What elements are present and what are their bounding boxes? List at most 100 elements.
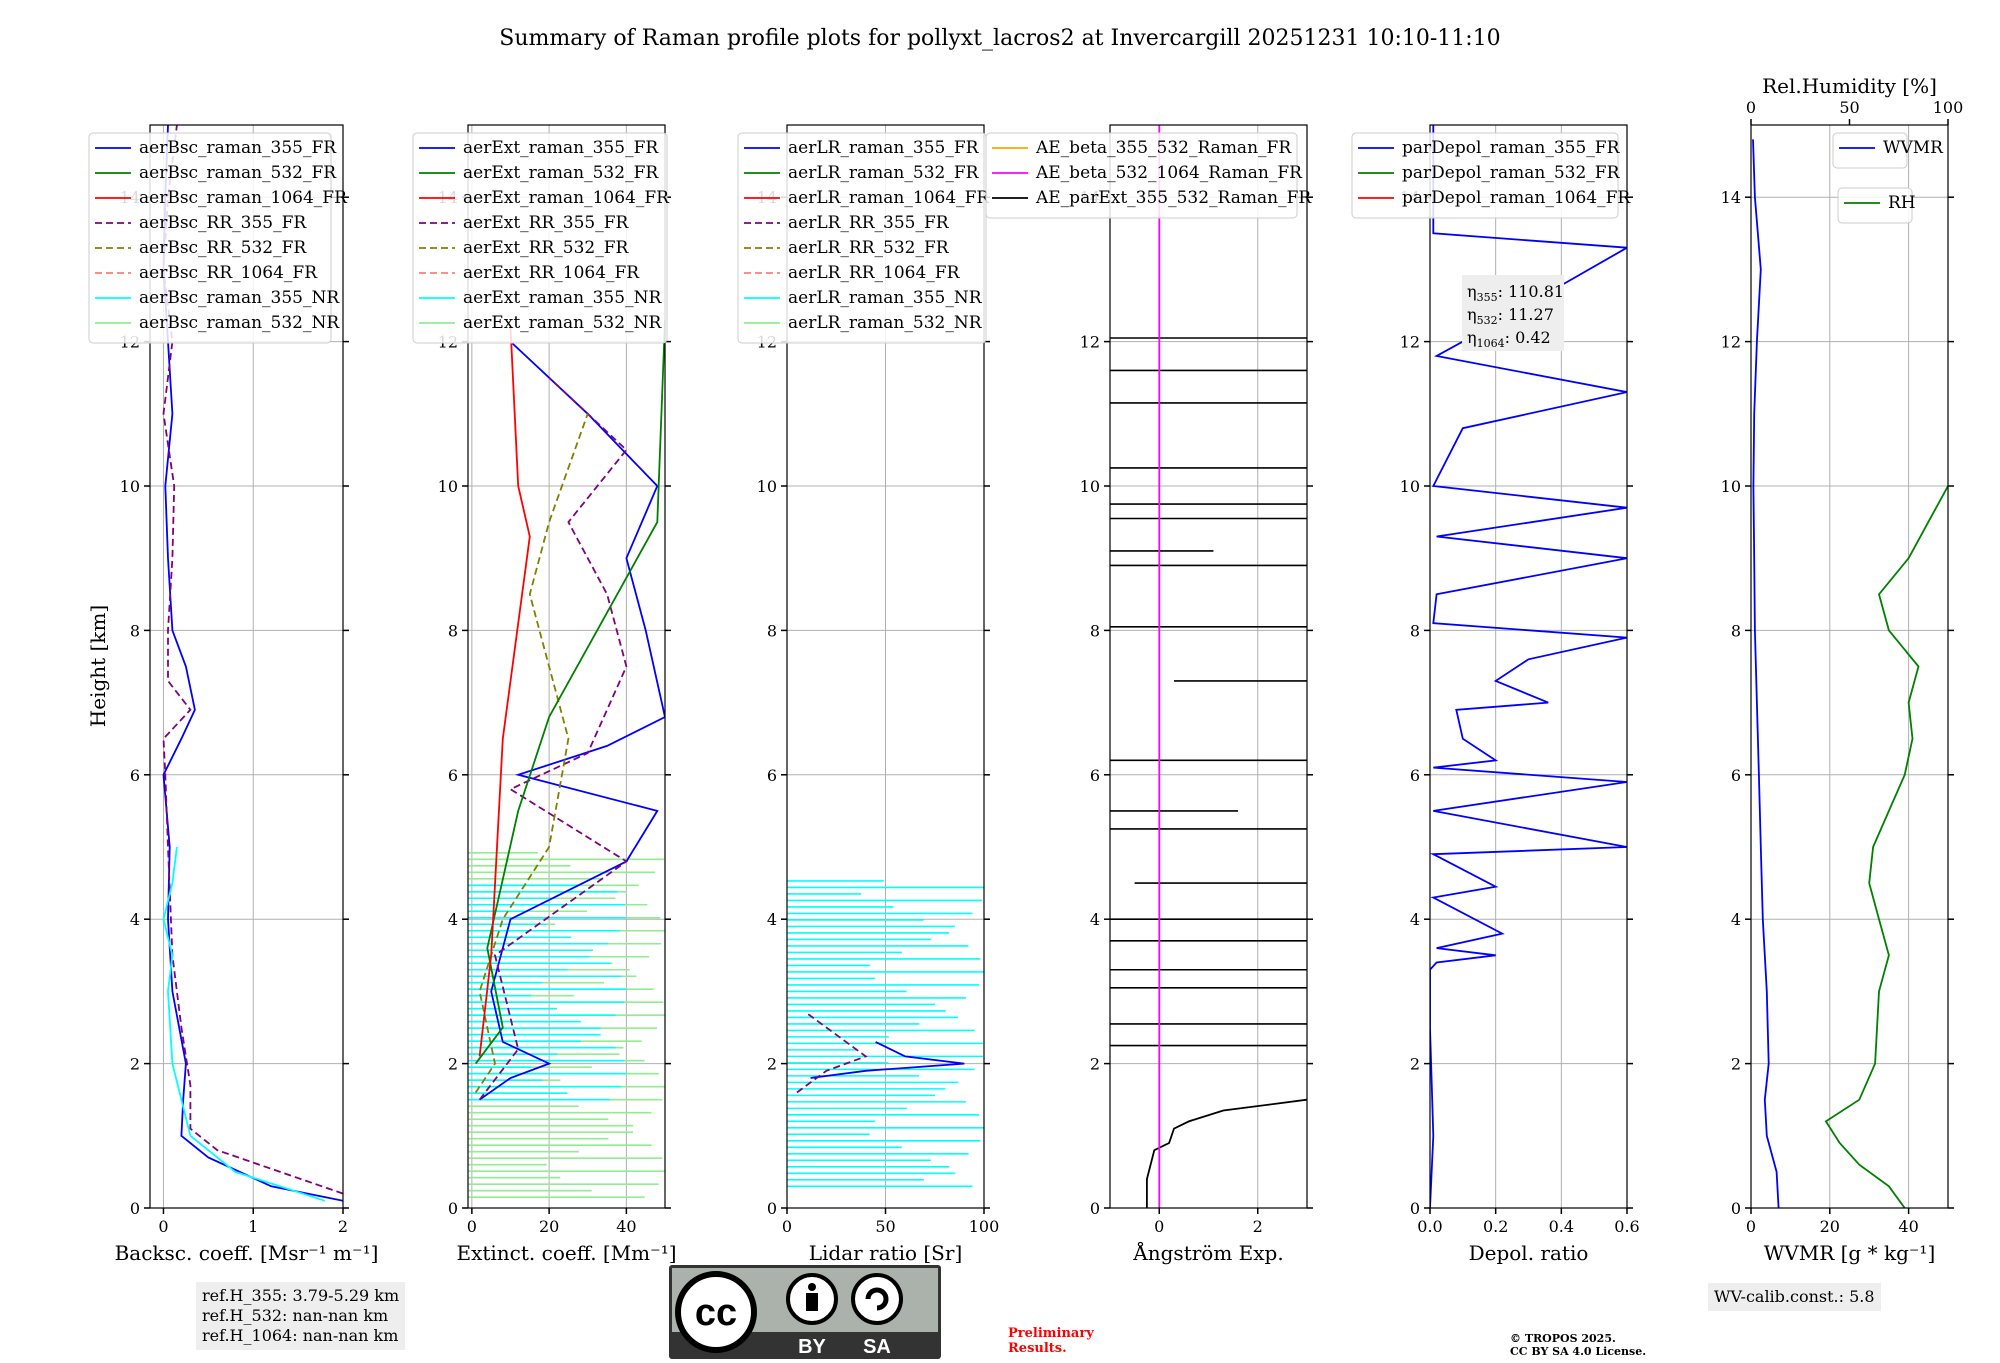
y-tick-label: 10 bbox=[1400, 477, 1420, 496]
y-tick-label: 2 bbox=[767, 1055, 777, 1074]
x-tick-label: 20 bbox=[539, 1217, 559, 1236]
legend-rh: RH bbox=[1837, 187, 1916, 224]
legend-label: aerExt_RR_355_FR bbox=[463, 213, 629, 233]
legend-frame bbox=[1351, 132, 1619, 219]
legend-label: parDepol_raman_1064_FR bbox=[1402, 188, 1631, 208]
axes-frame bbox=[1429, 124, 1628, 1209]
x-tick-label: 0 bbox=[1154, 1217, 1164, 1236]
top-tick-label: 0 bbox=[1746, 98, 1756, 117]
series-AE_parExt_355_532_Raman_FR bbox=[1146, 1098, 1307, 1208]
x-tick-label: 0.4 bbox=[1549, 1217, 1574, 1236]
cc-license-badge: cc BY SA bbox=[669, 1265, 941, 1359]
legend-frame bbox=[412, 132, 668, 344]
legend-label: aerExt_RR_532_FR bbox=[463, 238, 629, 258]
legend-label: aerLR_RR_1064_FR bbox=[788, 263, 961, 283]
plot-area bbox=[1752, 139, 1948, 1208]
refh-1064: ref.H_1064: nan-nan km bbox=[202, 1326, 399, 1345]
plot-area bbox=[468, 319, 665, 1198]
plot-area bbox=[162, 125, 343, 1202]
plot-area bbox=[1430, 125, 1627, 1208]
legend-label: aerExt_raman_355_NR bbox=[463, 288, 662, 308]
legend-label: aerBsc_raman_532_NR bbox=[139, 313, 340, 333]
legend-label: AE_beta_355_532_Raman_FR bbox=[1035, 138, 1292, 158]
legend-label: aerLR_raman_532_FR bbox=[788, 163, 980, 183]
panel-lidar_ratio: 05010002468101214Lidar ratio [Sr]aerLR_r… bbox=[737, 124, 1000, 1265]
series-aerExt_raman_355_FR bbox=[479, 340, 665, 1101]
legend-frame bbox=[1837, 187, 1913, 224]
y-tick-label: 10 bbox=[438, 477, 458, 496]
panel-backscatter: 01202468101214Backsc. coeff. [Msr⁻¹ m⁻¹]… bbox=[88, 124, 379, 1265]
legend-label: aerBsc_RR_1064_FR bbox=[139, 263, 318, 283]
x-tick-label: 0.6 bbox=[1614, 1217, 1639, 1236]
legend-backscatter: aerBsc_raman_355_FR aerBsc_raman_532_FRae… bbox=[88, 132, 348, 344]
y-tick-label: 0 bbox=[1731, 1199, 1741, 1218]
x-tick-label: 2 bbox=[1253, 1217, 1263, 1236]
series-aerBsc_raman_355_NR bbox=[162, 846, 326, 1202]
eta-line: η1064: 0.42 bbox=[1467, 328, 1551, 350]
x-tick-label: 40 bbox=[1898, 1217, 1918, 1236]
legend-label: parDepol_raman_532_FR bbox=[1402, 163, 1621, 183]
x-axis-label: Backsc. coeff. [Msr⁻¹ m⁻¹] bbox=[115, 1241, 379, 1265]
y-tick-label: 10 bbox=[120, 477, 140, 496]
axes-frame bbox=[467, 124, 666, 1209]
legend-label: RH bbox=[1888, 193, 1916, 213]
y-tick-label: 6 bbox=[767, 766, 777, 785]
legend-angstrom: AE_beta_355_532_Raman_FR AE_beta_532_1064… bbox=[985, 132, 1312, 219]
cc-logo-text: cc bbox=[695, 1292, 737, 1334]
legend-label: aerExt_raman_1064_FR bbox=[463, 188, 670, 208]
series-aerExt_RR_355_FR bbox=[478, 377, 629, 1101]
y-tick-label: 10 bbox=[1080, 477, 1100, 496]
series-RH bbox=[1824, 485, 1948, 1208]
series-aerBsc_RR_355_FR bbox=[162, 125, 343, 1195]
y-tick-label: 8 bbox=[448, 621, 458, 640]
x-tick-label: 0 bbox=[1746, 1217, 1756, 1236]
y-tick-label: 4 bbox=[448, 910, 458, 929]
x-tick-label: 0.0 bbox=[1417, 1217, 1442, 1236]
legend-depol: parDepol_raman_355_FR parDepol_raman_532_… bbox=[1351, 132, 1631, 219]
y-tick-label: 12 bbox=[1080, 333, 1100, 352]
axes-frame bbox=[149, 124, 344, 1209]
series-aerExt_RR_532_FR bbox=[474, 413, 589, 1093]
band-aerLR_raman_355_NR bbox=[787, 880, 984, 1188]
x-tick-label: 100 bbox=[969, 1217, 1000, 1236]
eta-line: η532: 11.27 bbox=[1467, 305, 1554, 327]
legend-label: aerBsc_RR_532_FR bbox=[139, 238, 307, 258]
x-tick-label: 0 bbox=[158, 1217, 168, 1236]
series-aerLR_raman_355_FR bbox=[810, 1041, 965, 1079]
legend-label: aerExt_RR_1064_FR bbox=[463, 263, 640, 283]
legend-label: aerLR_raman_532_NR bbox=[788, 313, 983, 333]
legend-label: aerLR_raman_355_FR bbox=[788, 138, 980, 158]
y-tick-label: 0 bbox=[130, 1199, 140, 1218]
y-tick-label: 10 bbox=[757, 477, 777, 496]
legend-label: aerLR_RR_355_FR bbox=[788, 213, 950, 233]
legend-label: aerBsc_raman_355_FR bbox=[139, 138, 337, 158]
y-tick-label: 14 bbox=[1721, 188, 1741, 207]
series-aerExt_raman_1064_FR bbox=[478, 327, 531, 1057]
legend-extinction: aerExt_raman_355_FR aerExt_raman_532_FRae… bbox=[412, 132, 670, 344]
legend-label: aerExt_raman_532_NR bbox=[463, 313, 662, 333]
y-tick-label: 8 bbox=[1731, 621, 1741, 640]
x-tick-label: 0 bbox=[467, 1217, 477, 1236]
legend-label: aerBsc_raman_532_FR bbox=[139, 163, 337, 183]
y-tick-label: 2 bbox=[130, 1055, 140, 1074]
x-axis-label: Extinct. coeff. [Mm⁻¹] bbox=[456, 1241, 676, 1265]
x-tick-label: 50 bbox=[875, 1217, 895, 1236]
y-tick-label: 12 bbox=[1400, 333, 1420, 352]
y-tick-label: 12 bbox=[1721, 333, 1741, 352]
x-axis-label: Depol. ratio bbox=[1469, 1241, 1589, 1265]
y-tick-label: 10 bbox=[1721, 477, 1741, 496]
panel-wvmr: 0 20 40 0 2 4 6 8 10 12 14 WVMR [g * kg⁻¹] 0 50 100Rel… bbox=[1721, 74, 1964, 1265]
legend-label: parDepol_raman_355_FR bbox=[1402, 138, 1621, 158]
eta-line: η355: 110.81 bbox=[1467, 282, 1564, 304]
y-tick-label: 4 bbox=[1731, 910, 1741, 929]
refh-355: ref.H_355: 3.79-5.29 km bbox=[202, 1286, 400, 1305]
panel-depol: 0.00.20.40.602468101214Depol. ratioparDe… bbox=[1351, 124, 1640, 1265]
top-tick-label: 50 bbox=[1839, 98, 1859, 117]
y-tick-label: 6 bbox=[448, 766, 458, 785]
y-tick-label: 8 bbox=[1410, 621, 1420, 640]
legend-label: WVMR bbox=[1883, 138, 1944, 158]
x-axis-label: Lidar ratio [Sr] bbox=[809, 1241, 963, 1265]
series-parDepol_raman_355_FR bbox=[1430, 125, 1627, 1208]
